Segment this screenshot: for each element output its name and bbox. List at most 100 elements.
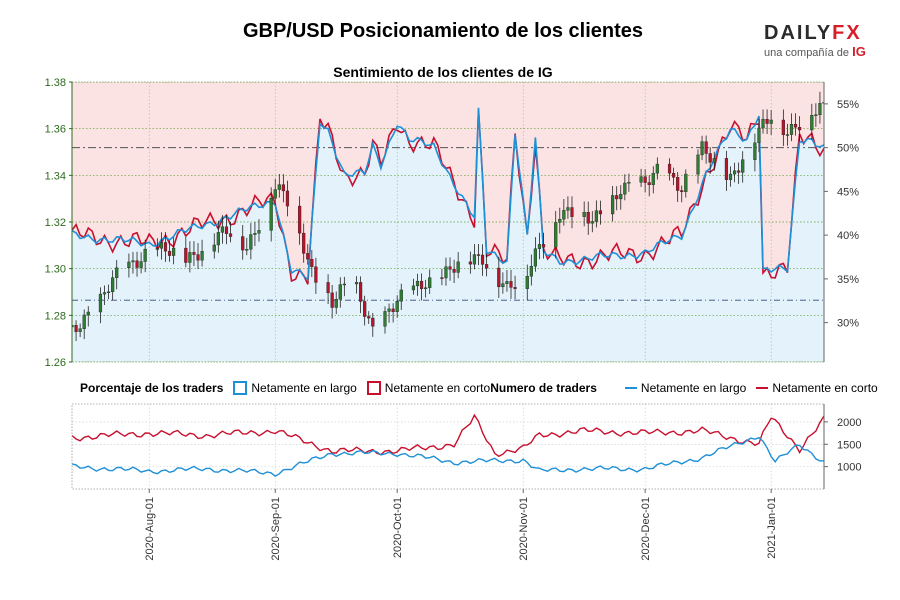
legend-num-long-swatch [624, 387, 637, 389]
price-tick-label: 1.38 [45, 77, 66, 89]
count-tick-label: 1000 [837, 462, 861, 474]
candle-body [741, 159, 745, 173]
x-tick-label: 2020-Sep-01 [270, 497, 282, 561]
pct-tick-label: 35% [837, 274, 859, 286]
candle-body [789, 124, 794, 135]
candle-body [680, 190, 684, 192]
candle-body [387, 308, 391, 312]
pct-tick-label: 40% [837, 230, 859, 242]
candle-body [257, 230, 261, 234]
candle-body [643, 176, 647, 183]
candle-body [541, 244, 546, 248]
candle-body [647, 182, 651, 185]
x-tick-label: 2020-Aug-01 [144, 497, 156, 561]
candle-body [86, 311, 90, 316]
bottom-panel-frame [71, 403, 825, 490]
candle-body [253, 233, 257, 235]
chart-subtitle: Sentimiento de los clientes de IG [333, 64, 553, 80]
candle-body [814, 114, 818, 116]
candle-body [363, 301, 367, 317]
candle-body [281, 184, 285, 192]
dailyfx-logo: DAILYFX una compañía de IG [764, 22, 874, 59]
candle-body [655, 163, 659, 174]
candle-body [273, 189, 277, 199]
candle-body [167, 250, 172, 256]
candle-body [395, 300, 399, 312]
candle-body [391, 308, 395, 312]
candle-body [724, 158, 729, 180]
candle-body [537, 244, 542, 249]
candle-body [619, 193, 623, 200]
candle-body [818, 103, 822, 115]
candle-body [188, 252, 192, 263]
candle-body [424, 287, 428, 290]
candle-body [480, 254, 485, 265]
candle-body [310, 258, 314, 267]
legend-num-title: Numero de traders [490, 381, 597, 395]
candle-body [785, 134, 790, 136]
candle-body [326, 282, 330, 294]
candle-body [497, 267, 501, 288]
candle-body [452, 269, 456, 273]
candle-body [509, 281, 513, 288]
candle-body [505, 281, 509, 284]
candle-body [456, 261, 460, 273]
candle-body [639, 176, 643, 183]
candle-body [367, 316, 371, 319]
short-pct-line [72, 109, 824, 285]
price-tick-label: 1.30 [45, 264, 66, 276]
pct-tick-label: 55% [837, 99, 859, 111]
candle-body [708, 153, 712, 163]
x-tick-label: 2020-Nov-01 [518, 497, 530, 561]
candle-body [277, 184, 281, 190]
candle-body [582, 211, 586, 217]
chart-title: GBP/USD Posicionamiento de los clientes [242, 20, 644, 42]
price-tick-label: 1.26 [45, 357, 66, 369]
candle-body [163, 242, 168, 252]
candle-body [342, 283, 346, 286]
candle-body [672, 173, 676, 178]
candle-body [712, 158, 716, 163]
candle-body [411, 285, 416, 291]
candle-body [810, 115, 814, 131]
candle-body [302, 232, 306, 254]
candle-body [241, 236, 245, 251]
candle-body [611, 195, 615, 215]
candle-body [371, 317, 375, 327]
candle-body [245, 249, 249, 251]
candle-body [757, 127, 761, 144]
candle-body [728, 173, 733, 180]
logo-tagline: una compañía de IG [764, 44, 866, 59]
price-tick-label: 1.32 [45, 217, 66, 229]
candle-body [74, 325, 78, 332]
candle-body [269, 197, 273, 231]
candle-body [196, 254, 200, 261]
candle-body [501, 283, 505, 288]
candle-body [468, 261, 472, 265]
candle-body [651, 172, 655, 185]
candle-body [781, 119, 785, 136]
candle-body [533, 248, 537, 267]
legend-num-short: Netamente en corto [772, 381, 878, 395]
candle-body [704, 141, 708, 154]
candle-body [598, 210, 603, 215]
x-tick-label: 2021-Jan-01 [766, 497, 778, 559]
candle-body [131, 260, 135, 263]
candle-body [525, 276, 529, 289]
candle-body [127, 261, 131, 269]
candle-body [200, 251, 204, 261]
price-tick-label: 1.28 [45, 310, 66, 322]
price-tick-label: 1.36 [45, 124, 66, 136]
candle-body [440, 277, 444, 279]
candle-body [399, 289, 403, 302]
candle-body [667, 163, 672, 174]
bottom-panel-bg [72, 404, 824, 489]
candle-body [306, 253, 310, 260]
candle-body [354, 282, 359, 285]
candle-body [765, 118, 769, 124]
candle-body [78, 328, 82, 332]
candle-body [72, 325, 74, 328]
candle-body [143, 248, 147, 262]
candle-body [428, 277, 432, 288]
